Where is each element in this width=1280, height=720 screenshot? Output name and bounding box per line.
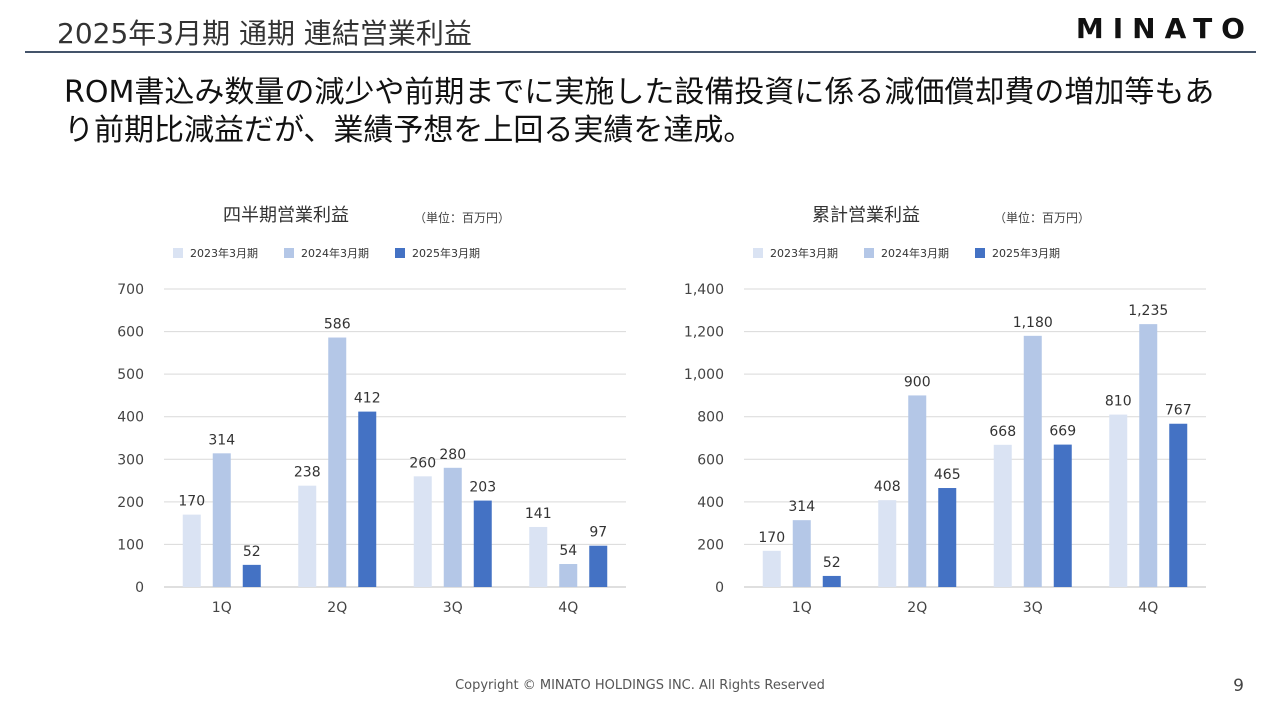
bar: [1023, 335, 1042, 587]
chart-unit: （単位：百万円）: [414, 210, 510, 225]
y-tick-label: 600: [697, 452, 724, 468]
bar: [529, 526, 548, 587]
legend-swatch: [864, 248, 874, 258]
y-tick-label: 800: [697, 410, 724, 426]
chart-svg: 累計営業利益 （単位：百万円） 2023年3月期 2024年3月期 2025年3月期 0 2…: [684, 205, 1206, 616]
legend-label: 2025年3月期: [412, 246, 480, 260]
data-label: 408: [874, 479, 901, 495]
y-tick-label: 200: [117, 495, 144, 511]
y-tick-label: 100: [117, 537, 144, 553]
x-tick-label: 3Q: [1023, 600, 1043, 616]
chart-svg: 四半期営業利益 （単位：百万円） 2023年3月期 2024年3月期 2025年3月期 0…: [117, 205, 626, 616]
bar: [182, 514, 201, 587]
bar: [792, 520, 811, 587]
bar: [473, 500, 492, 587]
copyright-notice: Copyright © MINATO HOLDINGS INC. All Rig…: [455, 678, 825, 693]
data-label: 900: [904, 374, 931, 390]
x-tick-label: 2Q: [907, 600, 927, 616]
data-label: 260: [409, 455, 436, 471]
y-tick-label: 400: [117, 410, 144, 426]
bar: [822, 575, 841, 587]
bar: [328, 337, 347, 587]
data-label: 141: [525, 506, 552, 522]
data-label: 238: [294, 465, 321, 481]
data-label: 1,180: [1013, 315, 1053, 331]
data-label: 669: [1049, 424, 1076, 440]
x-tick-label: 3Q: [443, 600, 463, 616]
bar: [358, 411, 377, 587]
data-label: 280: [439, 447, 466, 463]
legend-label: 2024年3月期: [301, 246, 369, 260]
key-message: ROM書込み数量の減少や前期までに実施した設備投資に係る減価償却費の増加等もあり…: [64, 75, 1215, 148]
y-tick-label: 0: [715, 580, 724, 596]
legend-label: 2023年3月期: [190, 246, 258, 260]
bar: [443, 467, 462, 587]
data-label: 810: [1105, 394, 1132, 410]
data-label: 668: [989, 424, 1016, 440]
bar: [413, 476, 432, 587]
legend-swatch: [753, 248, 763, 258]
cumulative-operating-profit-chart: 累計営業利益 （単位：百万円） 2023年3月期 2024年3月期 2025年3月期 0 2…: [680, 195, 1240, 635]
bar: [298, 485, 317, 587]
y-tick-label: 1,200: [684, 325, 724, 341]
legend-label: 2024年3月期: [881, 246, 949, 260]
y-tick-label: 600: [117, 325, 144, 341]
legend-label: 2025年3月期: [992, 246, 1060, 260]
data-label: 314: [208, 432, 235, 448]
data-label: 52: [243, 544, 261, 560]
bar: [1169, 423, 1188, 587]
company-logo: MINATO: [1075, 12, 1254, 45]
data-label: 97: [589, 525, 607, 541]
legend-swatch: [395, 248, 405, 258]
chart-title: 累計営業利益: [812, 205, 920, 226]
bar: [559, 564, 578, 587]
title-divider: [25, 51, 1256, 53]
slide-title: 2025年3月期 通期 連結営業利益: [57, 17, 472, 50]
y-tick-label: 500: [117, 367, 144, 383]
y-tick-label: 300: [117, 452, 144, 468]
x-tick-label: 4Q: [558, 600, 578, 616]
data-label: 314: [788, 499, 815, 515]
bar: [762, 550, 781, 587]
bar: [1139, 324, 1158, 587]
x-tick-label: 1Q: [212, 600, 232, 616]
data-label: 170: [178, 494, 205, 510]
bar: [242, 564, 261, 587]
x-tick-label: 4Q: [1138, 600, 1158, 616]
quarterly-operating-profit-chart: 四半期営業利益 （単位：百万円） 2023年3月期 2024年3月期 2025年3月期 0…: [100, 195, 660, 635]
legend-swatch: [173, 248, 183, 258]
data-label: 170: [758, 530, 785, 546]
data-label: 465: [934, 467, 961, 483]
x-tick-label: 1Q: [792, 600, 812, 616]
chart-unit: （単位：百万円）: [994, 210, 1090, 225]
legend-label: 2023年3月期: [770, 246, 838, 260]
legend-swatch: [975, 248, 985, 258]
legend-swatch: [284, 248, 294, 258]
y-tick-label: 700: [117, 282, 144, 298]
bar: [589, 545, 608, 587]
bar: [1109, 414, 1128, 587]
chart-title: 四半期営業利益: [223, 205, 349, 226]
bar: [878, 500, 897, 587]
data-label: 203: [469, 480, 496, 496]
bar: [212, 453, 231, 587]
y-tick-label: 400: [697, 495, 724, 511]
y-tick-label: 200: [697, 537, 724, 553]
data-label: 1,235: [1128, 303, 1168, 319]
bar: [908, 395, 927, 587]
bar: [993, 444, 1012, 587]
data-label: 767: [1165, 403, 1192, 419]
data-label: 52: [823, 555, 841, 571]
bar: [938, 488, 957, 587]
y-tick-label: 1,000: [684, 367, 724, 383]
bar: [1053, 444, 1072, 587]
data-label: 54: [559, 543, 577, 559]
y-tick-label: 0: [135, 580, 144, 596]
y-tick-label: 1,400: [684, 282, 724, 298]
data-label: 412: [354, 391, 381, 407]
x-tick-label: 2Q: [327, 600, 347, 616]
page-number: 9: [1233, 676, 1244, 696]
data-label: 586: [324, 317, 351, 333]
